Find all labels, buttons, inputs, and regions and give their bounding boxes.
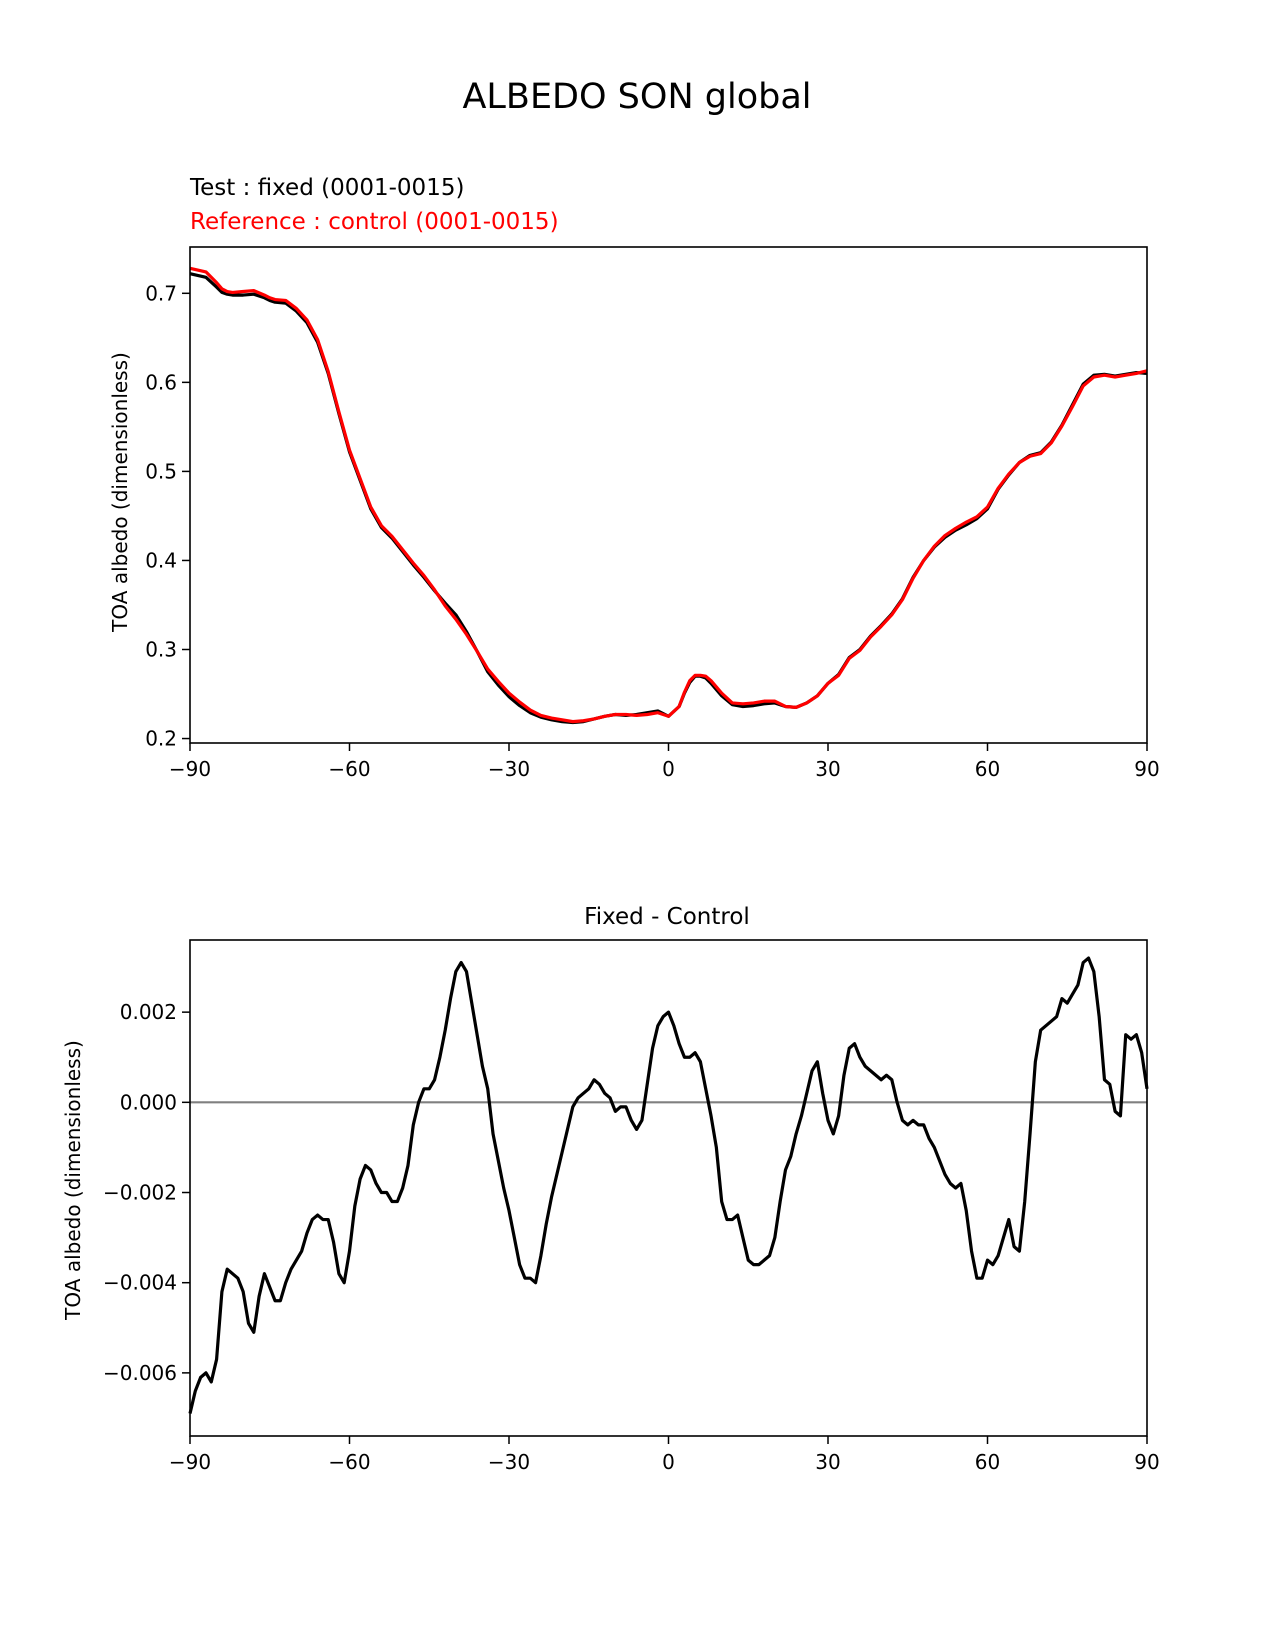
top-y-axis-label: TOA albedo (dimensionless) [108,352,132,633]
top-y-tick-label: 0.5 [145,459,177,483]
top-plot-frame [189,246,1148,744]
bottom-x-tick-label: −30 [488,1450,530,1474]
top-series-test-line [189,272,1148,725]
top-x-tick-label: −60 [328,757,370,781]
bottom-series-difference-line [188,956,1149,1414]
bottom-chart-title: Fixed - Control [584,904,750,930]
bottom-y-tick-label: −0.004 [103,1271,177,1295]
bottom-y-axis-label: TOA albedo (dimensionless) [61,1040,85,1321]
bottom-x-tick-label: 30 [815,1450,840,1474]
top-x-tick-label: 30 [815,757,840,781]
bottom-y-tick-label: −0.006 [103,1361,177,1385]
top-x-tick-label: 90 [1134,757,1159,781]
bottom-y-tick-label: 0.000 [120,1090,177,1114]
reference-subtitle: Reference : control (0001-0015) [190,209,559,235]
top-x-tick-label: 60 [975,757,1000,781]
bottom-panel: Fixed - Control TOA albedo (dimensionles… [61,904,1160,1474]
bottom-x-tick-label: −60 [328,1450,370,1474]
top-y-tick-label: 0.7 [145,281,177,305]
bottom-x-tick-label: 0 [662,1450,675,1474]
bottom-x-tick-label: 60 [975,1450,1000,1474]
top-x-tick-label: −30 [488,757,530,781]
figure-title: ALBEDO SON global [462,77,811,117]
top-panel: Test : fixed (0001-0015) Reference : con… [108,175,1160,781]
top-y-tick-label: 0.6 [145,370,177,394]
bottom-y-tick-label: −0.002 [103,1181,177,1205]
top-x-tick-label: 0 [662,757,675,781]
top-series-reference-line [189,266,1148,724]
bottom-x-tick-label: −90 [169,1450,211,1474]
top-y-tick-label: 0.4 [145,548,177,572]
top-x-tick-label: −90 [169,757,211,781]
bottom-x-tick-label: 90 [1134,1450,1159,1474]
top-y-tick-label: 0.2 [145,727,177,751]
bottom-y-tick-label: 0.002 [120,1000,177,1024]
top-y-tick-label: 0.3 [145,637,177,661]
test-subtitle: Test : fixed (0001-0015) [189,175,464,201]
